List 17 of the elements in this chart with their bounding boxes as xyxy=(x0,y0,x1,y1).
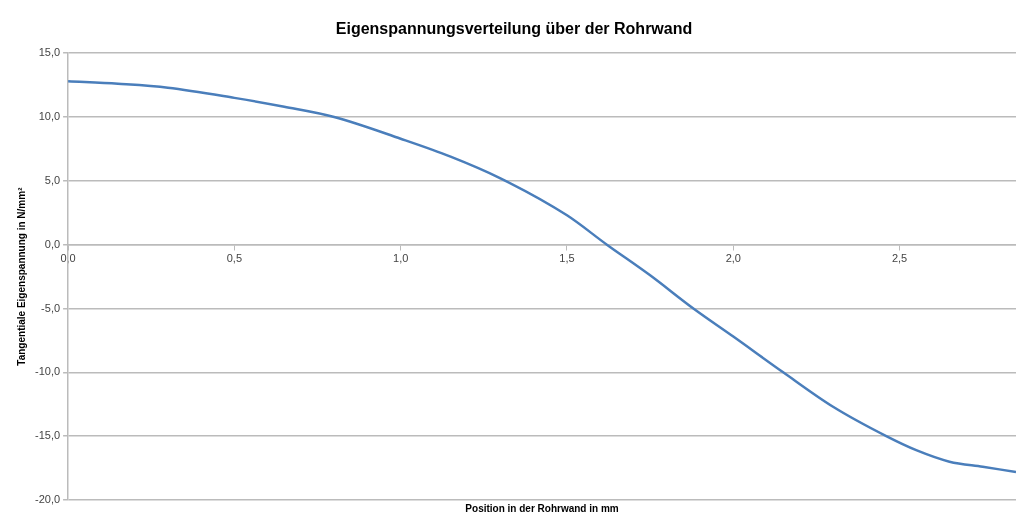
x-tick-label: 1,0 xyxy=(393,252,409,265)
x-tick-label: 0,5 xyxy=(226,252,243,265)
y-tick-label: -10,0 xyxy=(34,365,61,378)
y-tick-label: 0,0 xyxy=(44,237,61,250)
x-tick-label: 2,5 xyxy=(891,252,908,265)
x-tick-label: 0,0 xyxy=(60,252,76,265)
x-tick-label: 1,5 xyxy=(559,252,575,265)
y-tick-label: -5,0 xyxy=(41,301,61,314)
y-tick-label: -15,0 xyxy=(34,429,61,442)
y-tick-label: 15,0 xyxy=(38,46,61,59)
y-axis-title: Tangentiale Eigenspannung in N/mm² xyxy=(15,186,27,366)
x-axis-title: Position in der Rohrwand in mm xyxy=(465,502,619,514)
x-tick-label: 2,0 xyxy=(725,252,741,265)
chart-title: Eigenspannungsverteilung über der Rohrwand xyxy=(335,20,693,38)
y-tick-label: -20,0 xyxy=(34,493,61,506)
y-tick-label: 10,0 xyxy=(38,110,61,123)
y-tick-label: 5,0 xyxy=(44,173,61,186)
